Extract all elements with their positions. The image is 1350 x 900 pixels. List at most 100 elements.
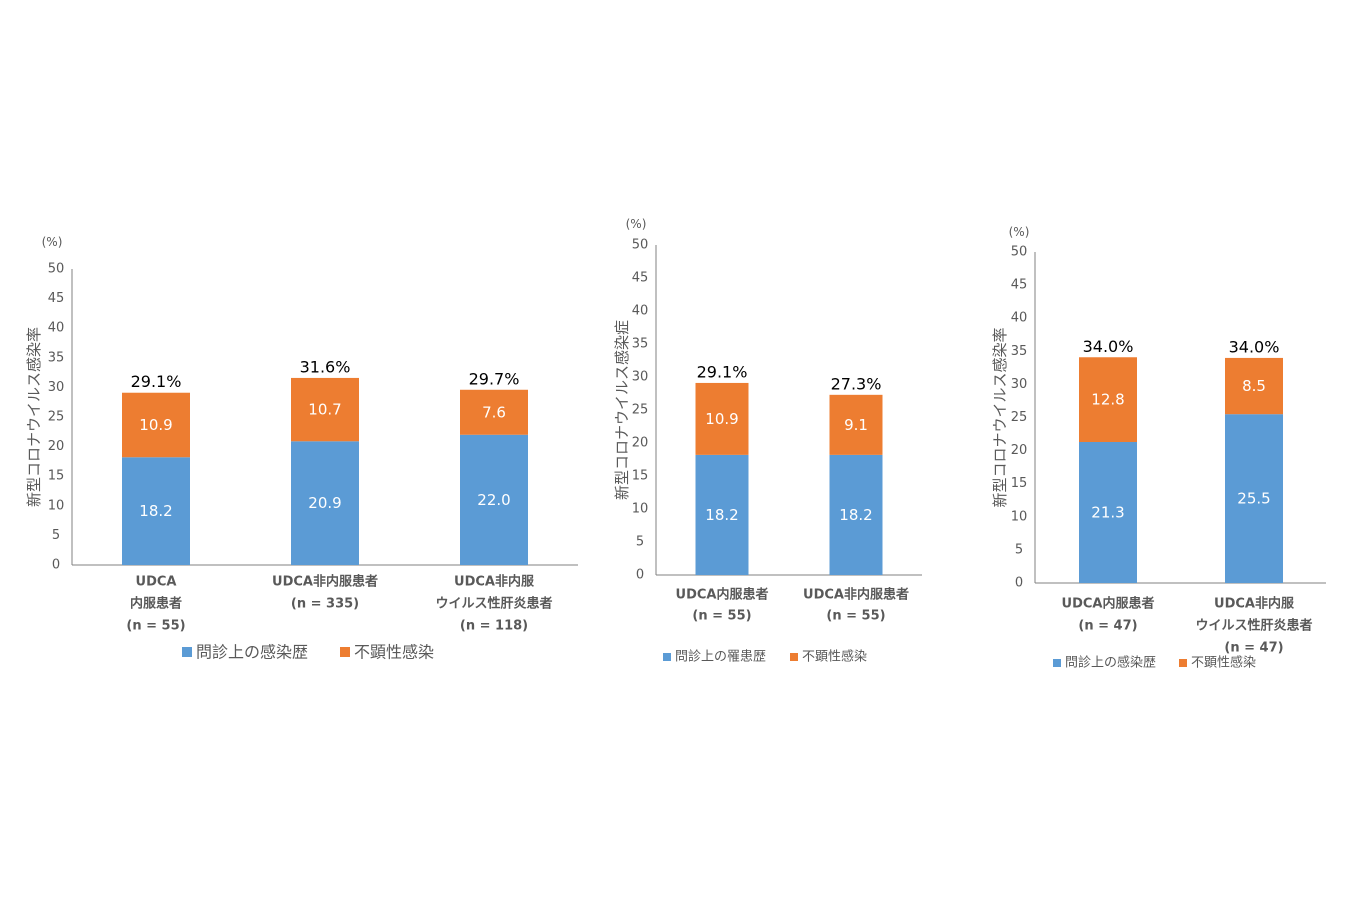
bar-value-label: 18.2 <box>705 506 738 524</box>
x-category-label: (n = 55) <box>692 609 751 624</box>
bar-value-label: 22.0 <box>477 491 510 509</box>
bar-segment-history <box>695 454 749 575</box>
legend-swatch-history <box>663 653 671 661</box>
y-tick-label: 0 <box>636 568 644 583</box>
y-tick-label: 35 <box>632 337 649 352</box>
y-unit-label: (%) <box>42 235 63 249</box>
x-category-label: UDCA <box>136 575 177 590</box>
bar-value-label: 12.8 <box>1091 391 1124 409</box>
y-tick-label: 40 <box>1011 311 1028 326</box>
x-category-label: (n = 47) <box>1224 641 1283 656</box>
y-tick-label: 50 <box>48 262 65 277</box>
bar-value-label: 7.6 <box>482 403 506 421</box>
x-category-label: (n = 55) <box>826 609 885 624</box>
y-tick-label: 20 <box>632 436 649 451</box>
y-tick-label: 45 <box>48 291 65 306</box>
y-unit-label: (%) <box>1009 225 1030 239</box>
bar-value-label: 25.5 <box>1237 490 1270 508</box>
bar-value-label: 9.1 <box>844 416 868 434</box>
bar-segment-history <box>291 441 359 565</box>
x-category-label: UDCA非内服 <box>1214 596 1295 612</box>
y-tick-label: 5 <box>636 535 644 550</box>
bar-total-label: 27.3% <box>831 374 882 393</box>
legend-swatch-inapparent <box>1179 659 1187 667</box>
y-tick-label: 30 <box>632 370 649 385</box>
x-category-label: UDCA非内服患者 <box>272 574 378 590</box>
y-tick-label: 50 <box>1011 245 1028 260</box>
y-tick-label: 15 <box>632 469 649 484</box>
bar-segment-history <box>1225 414 1283 583</box>
y-tick-label: 45 <box>632 271 649 286</box>
legend-label: 問診上の感染歴 <box>1065 655 1156 671</box>
bar-segment-inapparent <box>1225 357 1283 415</box>
legend-label: 不顕性感染 <box>802 649 867 665</box>
bar-total-label: 34.0% <box>1229 337 1280 356</box>
y-tick-label: 20 <box>1011 443 1028 458</box>
bar-value-label: 10.7 <box>308 401 341 419</box>
x-category-label: UDCA内服患者 <box>1062 596 1155 612</box>
bar-value-label: 18.2 <box>839 506 872 524</box>
bar-total-label: 29.7% <box>469 369 520 388</box>
bar-segment-inapparent <box>122 392 190 458</box>
y-tick-label: 0 <box>1015 576 1023 591</box>
chart-panel-1: 0 5 10 15 20 25 30 35 40 45 50 (%) 新型コロナウイルス感染率 18.2 1… <box>25 235 578 662</box>
legend-swatch-inapparent <box>790 653 798 661</box>
bar-value-label: 18.2 <box>139 502 172 520</box>
y-tick-label: 0 <box>52 558 60 573</box>
bar-value-label: 10.9 <box>705 410 738 428</box>
y-tick-label: 10 <box>48 498 65 513</box>
y-tick-label: 5 <box>1015 542 1023 557</box>
x-category-label: (n = 47) <box>1078 619 1137 634</box>
y-tick-label: 40 <box>48 321 65 336</box>
y-tick-label: 20 <box>48 439 65 454</box>
chart-panel-3: 0 5 10 15 20 25 30 35 40 45 50 (%) 新型コロナウイルス感染率 21.3 1… <box>991 225 1326 671</box>
bar-segment-inapparent <box>291 377 359 442</box>
y-axis-title: 新型コロナウイルス感染率 <box>991 327 1009 507</box>
bar-value-label: 10.9 <box>139 416 172 434</box>
bar-total-label: 31.6% <box>300 357 351 376</box>
y-unit-label: (%) <box>626 217 647 231</box>
legend-label: 問診上の感染歴 <box>196 643 308 662</box>
bar-value-label: 20.9 <box>308 494 341 512</box>
chart-panel-2: 0 5 10 15 20 25 30 35 40 45 50 (%) 新型コロナウイルス感染症 18.2 1… <box>613 217 922 665</box>
y-tick-label: 10 <box>1011 509 1028 524</box>
x-category-label: ウイルス性肝炎患者 <box>1195 618 1312 634</box>
bar-value-label: 21.3 <box>1091 503 1124 521</box>
y-tick-label: 30 <box>48 380 65 395</box>
bar-total-label: 34.0% <box>1083 337 1134 356</box>
x-category-label: (n = 118) <box>460 619 528 634</box>
bar-segment-history <box>829 454 883 575</box>
y-tick-label: 25 <box>48 410 65 425</box>
legend-swatch-history <box>1053 659 1061 667</box>
legend-swatch-inapparent <box>340 647 350 657</box>
x-category-label: UDCA非内服患者 <box>803 587 909 603</box>
bar-total-label: 29.1% <box>131 372 182 391</box>
x-category-label: 内服患者 <box>130 596 182 612</box>
y-tick-label: 10 <box>632 502 649 517</box>
bar-segment-history <box>460 434 528 565</box>
x-category-label: (n = 335) <box>291 597 359 612</box>
y-axis-title: 新型コロナウイルス感染率 <box>25 327 43 507</box>
y-tick-label: 45 <box>1011 278 1028 293</box>
x-category-label: UDCA非内服 <box>454 574 535 590</box>
y-tick-label: 15 <box>48 469 65 484</box>
bar-total-label: 29.1% <box>697 362 748 381</box>
y-tick-label: 5 <box>52 528 60 543</box>
legend-label: 不顕性感染 <box>1191 655 1256 671</box>
legend-label: 不顕性感染 <box>354 643 434 662</box>
y-tick-label: 15 <box>1011 476 1028 491</box>
legend-label: 問診上の罹患歴 <box>675 649 766 665</box>
y-tick-label: 25 <box>632 403 649 418</box>
legend-swatch-history <box>182 647 192 657</box>
y-tick-label: 40 <box>632 304 649 319</box>
bar-value-label: 8.5 <box>1242 377 1266 395</box>
y-tick-label: 30 <box>1011 377 1028 392</box>
bar-segment-inapparent <box>695 382 749 455</box>
bar-segment-inapparent <box>829 394 883 455</box>
x-category-label: (n = 55) <box>126 619 185 634</box>
y-axis-title: 新型コロナウイルス感染症 <box>613 320 631 500</box>
bar-segment-inapparent <box>1079 357 1137 442</box>
x-category-label: UDCA内服患者 <box>676 587 769 603</box>
y-tick-label: 50 <box>632 238 649 253</box>
